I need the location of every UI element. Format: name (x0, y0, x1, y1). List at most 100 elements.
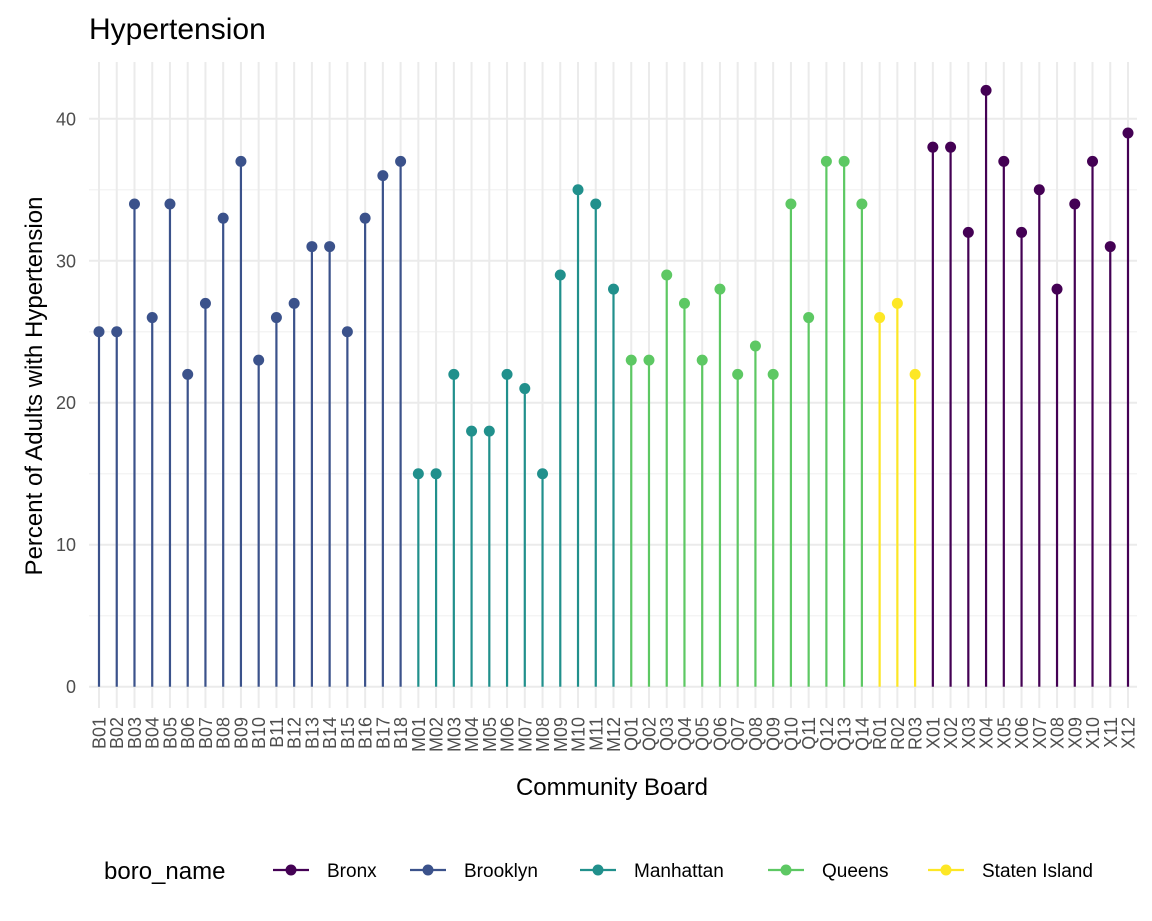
legend-item: Manhattan (580, 861, 724, 882)
x-tick-label: Q09 (764, 717, 784, 751)
x-tick-label: Q07 (728, 717, 748, 751)
point-B12 (288, 297, 300, 309)
x-tick-label: B11 (267, 717, 287, 748)
x-tick-label: M08 (533, 717, 553, 752)
x-tick-label: M10 (569, 717, 589, 752)
x-tick-label: B18 (391, 717, 411, 749)
point-Q08 (749, 340, 761, 352)
x-tick-label: M01 (409, 717, 429, 752)
y-tick-label: 10 (56, 535, 76, 555)
point-Q05 (696, 354, 708, 366)
x-axis-title: Community Board (516, 774, 708, 801)
x-tick-label: B13 (302, 717, 322, 749)
point-Q07 (732, 368, 744, 380)
point-B02 (111, 326, 123, 338)
x-tick-label: M03 (444, 717, 464, 752)
x-tick-label: Q08 (746, 717, 766, 751)
x-tick-label: X01 (923, 717, 943, 749)
point-Q06 (714, 283, 726, 295)
x-tick-label: Q02 (639, 717, 659, 751)
point-R02 (891, 297, 903, 309)
y-axis-ticks: 0 10 20 30 40 (56, 109, 76, 697)
x-tick-label: X08 (1048, 717, 1068, 749)
x-tick-label: M07 (515, 717, 535, 752)
point-B13 (306, 241, 318, 253)
chart-title: Hypertension (89, 13, 266, 46)
point-B07 (199, 297, 211, 309)
point-B03 (128, 198, 140, 210)
x-tick-label: X12 (1119, 717, 1139, 749)
point-X08 (1051, 283, 1063, 295)
point-Q10 (785, 198, 797, 210)
legend-key-point (940, 864, 952, 876)
point-M08 (537, 468, 549, 480)
point-Q03 (661, 269, 673, 281)
legend-key-point (422, 864, 434, 876)
x-tick-label: M12 (604, 717, 624, 752)
x-tick-label: R01 (870, 717, 890, 750)
x-tick-label: B09 (231, 717, 251, 749)
x-tick-label: Q11 (799, 717, 819, 750)
point-X04 (980, 84, 992, 96)
x-tick-label: B10 (249, 717, 269, 749)
x-tick-label: X07 (1030, 717, 1050, 749)
x-tick-label: B04 (143, 717, 163, 749)
point-Q02 (643, 354, 655, 366)
point-Q01 (625, 354, 637, 366)
points (93, 84, 1134, 480)
x-tick-label: B05 (160, 717, 180, 749)
x-tick-label: M06 (498, 717, 518, 752)
x-tick-label: B14 (320, 717, 340, 749)
x-tick-label: B15 (338, 717, 358, 749)
point-B05 (164, 198, 176, 210)
point-B14 (324, 241, 336, 253)
point-Q04 (678, 297, 690, 309)
point-X01 (927, 141, 939, 153)
x-tick-label: R03 (906, 717, 926, 750)
x-tick-label: M02 (427, 717, 447, 752)
point-M07 (519, 383, 531, 395)
point-M01 (412, 468, 424, 480)
x-tick-label: Q06 (710, 717, 730, 751)
point-B17 (377, 170, 389, 182)
x-tick-label: R02 (888, 717, 908, 750)
point-X07 (1033, 184, 1045, 196)
point-Q09 (767, 368, 779, 380)
point-M06 (501, 368, 513, 380)
point-X02 (945, 141, 957, 153)
x-tick-label: B07 (196, 717, 216, 749)
x-tick-label: Q13 (835, 717, 855, 751)
point-B11 (270, 312, 282, 324)
x-tick-label: M11 (586, 717, 606, 751)
point-M10 (572, 184, 584, 196)
x-tick-label: X09 (1065, 717, 1085, 749)
x-tick-label: Q01 (622, 717, 642, 751)
point-R03 (909, 368, 921, 380)
point-M03 (448, 368, 460, 380)
point-M04 (466, 425, 478, 437)
y-axis-title: Percent of Adults with Hypertension (21, 197, 48, 576)
x-tick-label: B03 (125, 717, 145, 749)
point-Q12 (820, 155, 832, 167)
x-tick-label: B02 (107, 717, 127, 749)
x-tick-label: B08 (214, 717, 234, 749)
point-Q13 (838, 155, 850, 167)
point-M11 (590, 198, 602, 210)
point-M02 (430, 468, 442, 480)
y-tick-label: 0 (66, 677, 76, 697)
point-B06 (182, 368, 194, 380)
point-B01 (93, 326, 105, 338)
legend-key-point (780, 864, 792, 876)
point-M12 (608, 283, 619, 295)
x-tick-label: Q05 (693, 717, 713, 751)
point-B15 (341, 326, 353, 338)
x-tick-label: X11 (1101, 717, 1121, 748)
x-tick-label: M05 (480, 717, 500, 752)
x-tick-label: M04 (462, 717, 482, 752)
x-tick-label: X05 (994, 717, 1014, 749)
point-M09 (554, 269, 566, 281)
legend-key-point (285, 864, 297, 876)
point-X06 (1016, 226, 1028, 238)
point-B10 (253, 354, 265, 366)
point-Q14 (856, 198, 868, 210)
